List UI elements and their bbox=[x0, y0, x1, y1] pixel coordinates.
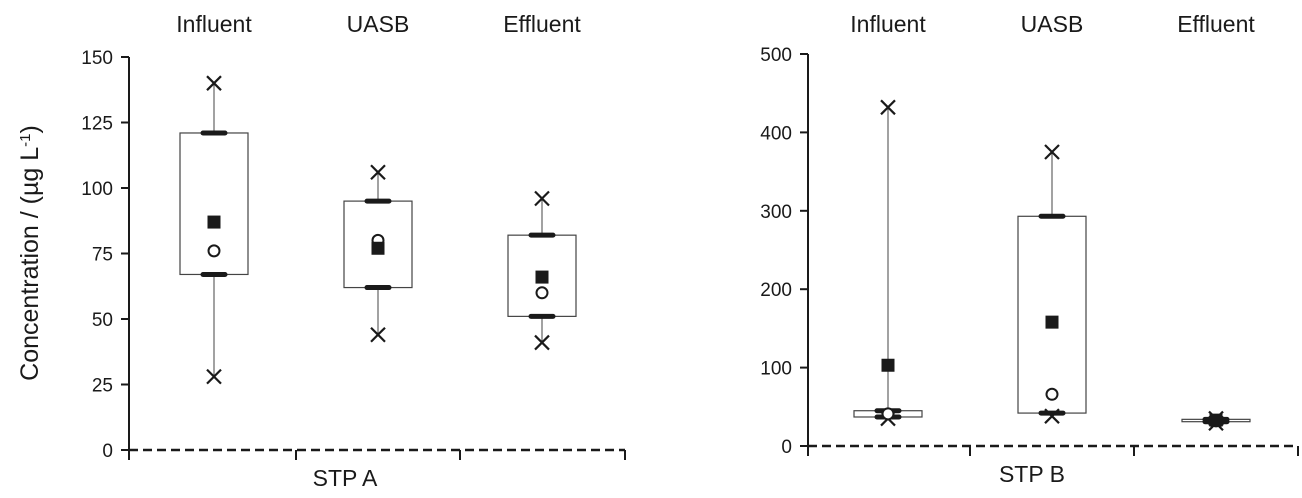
panel-stp-a: 0 25 50 75 100 125 150 STP A Influent UASB Effluen… bbox=[81, 11, 626, 491]
mean-marker bbox=[1209, 413, 1223, 427]
category-label: Influent bbox=[850, 11, 926, 37]
category-label: Effluent bbox=[503, 11, 581, 37]
y-tick-label: 0 bbox=[781, 437, 792, 458]
y-axis-label-superscript: -1 bbox=[17, 134, 34, 147]
median-marker bbox=[1045, 387, 1059, 401]
y-tick-label: 200 bbox=[760, 280, 792, 301]
y-tick-label: 50 bbox=[92, 310, 113, 331]
y-axis-label: Concentration / (µg L-1) bbox=[16, 125, 44, 381]
min-marker bbox=[1044, 408, 1060, 424]
marker-stroke bbox=[370, 164, 386, 181]
box-influent bbox=[179, 75, 249, 385]
y-tick-label: 75 bbox=[92, 245, 113, 266]
mean-marker bbox=[207, 215, 221, 229]
marker-stroke bbox=[206, 75, 222, 91]
median-marker bbox=[207, 244, 221, 258]
min-marker bbox=[206, 368, 222, 385]
box-effluent bbox=[1181, 410, 1251, 432]
min-marker bbox=[534, 334, 550, 351]
box-uasb bbox=[1017, 144, 1087, 424]
y-tick-label: 500 bbox=[760, 45, 792, 66]
box-uasb bbox=[343, 164, 413, 343]
max-marker bbox=[1044, 144, 1060, 160]
max-marker bbox=[880, 99, 896, 116]
marker-stroke bbox=[1044, 144, 1060, 160]
marker-stroke bbox=[534, 334, 550, 351]
median-marker bbox=[881, 407, 895, 421]
y-tick-label: 100 bbox=[760, 359, 792, 380]
box-effluent bbox=[507, 190, 577, 351]
mean-marker bbox=[535, 270, 549, 284]
y-tick-label: 0 bbox=[102, 441, 113, 462]
y-tick-label: 150 bbox=[81, 48, 113, 69]
max-marker bbox=[534, 190, 550, 207]
category-label: Influent bbox=[176, 11, 252, 37]
mean-marker bbox=[1045, 315, 1059, 329]
min-marker bbox=[370, 326, 386, 343]
panel-label: STP B bbox=[999, 461, 1065, 487]
category-label: Effluent bbox=[1177, 11, 1255, 37]
y-axis-label-close: ) bbox=[16, 125, 44, 133]
category-label: UASB bbox=[1021, 11, 1084, 37]
marker-stroke bbox=[1044, 408, 1060, 424]
y-tick-label: 300 bbox=[760, 202, 792, 223]
panel-stp-b: 0 100 200 300 400 500 STP B Influent UASB Effluen… bbox=[760, 11, 1299, 487]
y-tick-label: 100 bbox=[81, 179, 113, 200]
y-tick-label: 125 bbox=[81, 114, 113, 135]
y-axis-label-main: Concentration / (µg L bbox=[16, 147, 44, 381]
mean-marker bbox=[881, 358, 895, 372]
box-rect bbox=[1017, 215, 1087, 414]
mean-marker bbox=[371, 241, 385, 255]
max-marker bbox=[206, 75, 222, 91]
panel-label: STP A bbox=[313, 465, 378, 491]
median-marker bbox=[535, 286, 549, 300]
y-tick-label: 400 bbox=[760, 123, 792, 144]
marker-stroke bbox=[880, 99, 896, 116]
marker-stroke bbox=[370, 326, 386, 343]
max-marker bbox=[370, 164, 386, 181]
marker-stroke bbox=[534, 190, 550, 207]
category-label: UASB bbox=[347, 11, 410, 37]
marker-stroke bbox=[206, 368, 222, 385]
box-influent bbox=[853, 99, 923, 427]
y-tick-label: 25 bbox=[92, 376, 113, 397]
